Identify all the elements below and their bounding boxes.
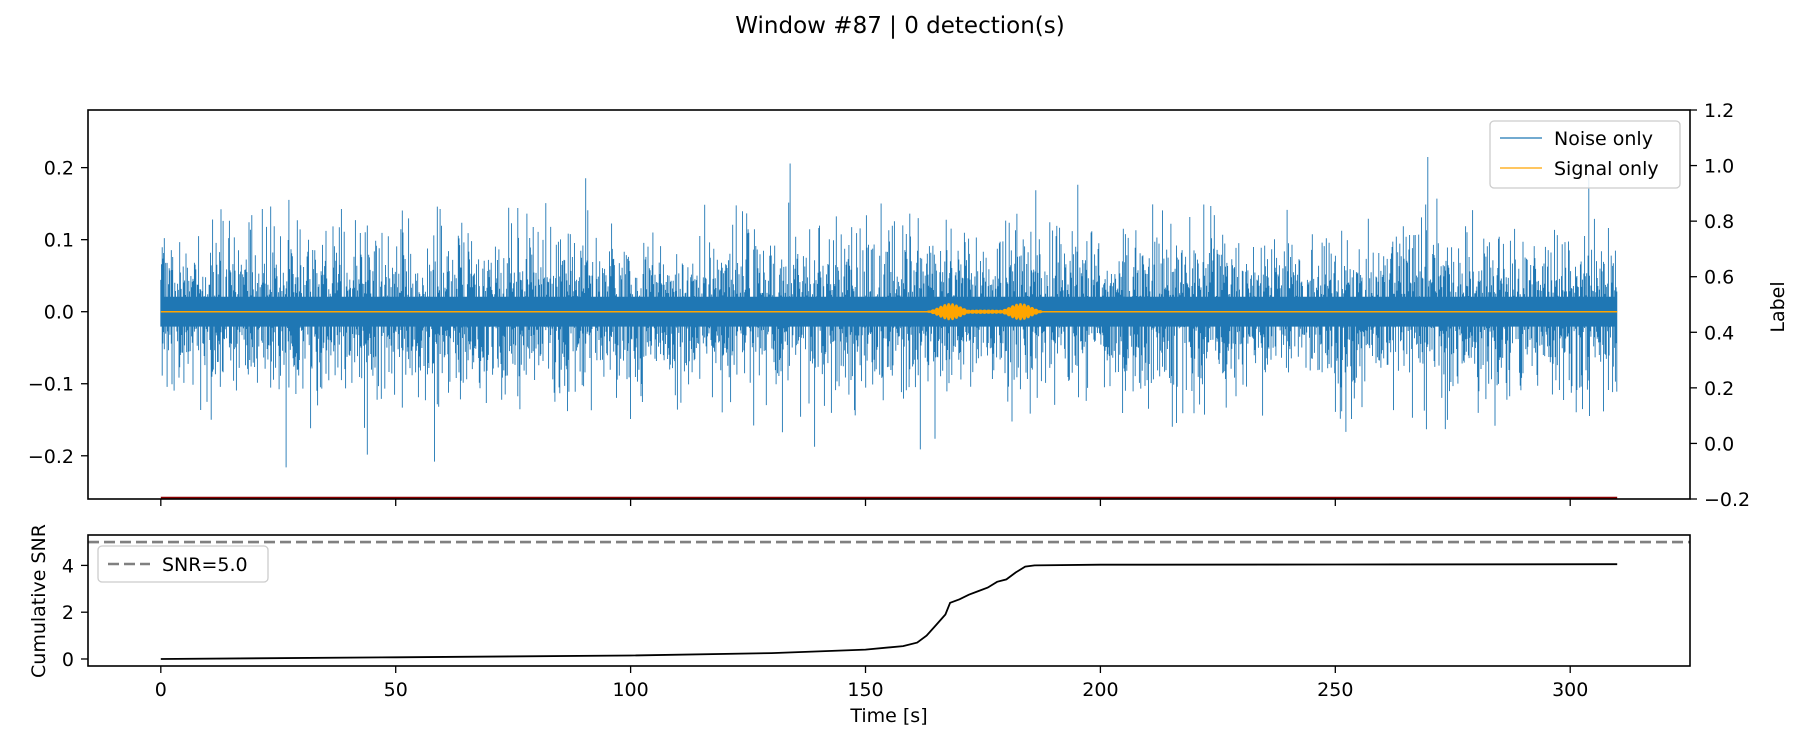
bottom-x-tick-label: 200 <box>1082 679 1118 701</box>
bottom-y-axis: 0 2 4 <box>62 555 88 671</box>
bottom-y-tick-label: 2 <box>62 602 74 624</box>
bottom-x-tick-label: 300 <box>1552 679 1588 701</box>
legend-snr-label: SNR=5.0 <box>162 554 248 576</box>
signal-series-line <box>160 303 1618 321</box>
right-axis-label: Label <box>1767 281 1789 332</box>
top-y-tick-label: −0.2 <box>28 446 74 468</box>
bottom-panel: 0 2 4 0 50 100 150 200 250 300 Time [s] Cumulati… <box>28 524 1691 727</box>
top-y-tick-label: −0.1 <box>28 374 74 396</box>
right-y-tick-label: 0.4 <box>1704 322 1734 344</box>
right-y-tick-label: 0.8 <box>1704 211 1734 233</box>
bottom-legend: SNR=5.0 <box>97 545 269 583</box>
bottom-x-tick-label: 100 <box>612 679 648 701</box>
right-y-tick-label: 1.2 <box>1704 100 1734 122</box>
bottom-y-tick-label: 4 <box>62 555 74 577</box>
top-y-tick-label: 0.1 <box>44 230 74 252</box>
right-y-tick-label: 0.2 <box>1704 378 1734 400</box>
top-y-tick-label: 0.0 <box>44 302 74 324</box>
legend-signal-label: Signal only <box>1554 158 1659 180</box>
legend-noise-label: Noise only <box>1554 128 1653 150</box>
top-legend: Noise only Signal only <box>1489 120 1681 189</box>
bottom-x-tick-label: 150 <box>847 679 883 701</box>
figure-title: Window #87 | 0 detection(s) <box>735 13 1064 39</box>
top-panel: −0.2 −0.1 0.0 0.1 0.2 −0.2 0.0 0.2 0.4 0.6 0.8 1.0… <box>28 100 1789 511</box>
x-axis-label: Time [s] <box>849 705 927 727</box>
right-y-tick-label: 0.6 <box>1704 267 1734 289</box>
bottom-x-tick-label: 250 <box>1317 679 1353 701</box>
top-axes-frame <box>87 109 1691 500</box>
top-x-axis <box>160 499 1571 506</box>
top-left-y-axis: −0.2 −0.1 0.0 0.1 0.2 <box>28 158 88 468</box>
bottom-legend-box <box>97 545 269 583</box>
bottom-axes-frame <box>87 534 1691 667</box>
top-y-tick-label: 0.2 <box>44 158 74 180</box>
right-y-tick-label: 0.0 <box>1704 433 1734 455</box>
right-y-tick-label: −0.2 <box>1704 489 1750 511</box>
bottom-x-tick-label: 50 <box>384 679 408 701</box>
bottom-x-tick-label: 0 <box>155 679 167 701</box>
top-right-y-axis: −0.2 0.0 0.2 0.4 0.6 0.8 1.0 1.2 <box>1690 100 1750 511</box>
y-axis-label: Cumulative SNR <box>28 524 50 678</box>
bottom-x-axis: 0 50 100 150 200 250 300 <box>155 666 1588 701</box>
cumulative-snr-line <box>160 563 1618 660</box>
right-y-tick-label: 1.0 <box>1704 156 1734 178</box>
bottom-y-tick-label: 0 <box>62 649 74 671</box>
signal-burst <box>902 303 1054 321</box>
